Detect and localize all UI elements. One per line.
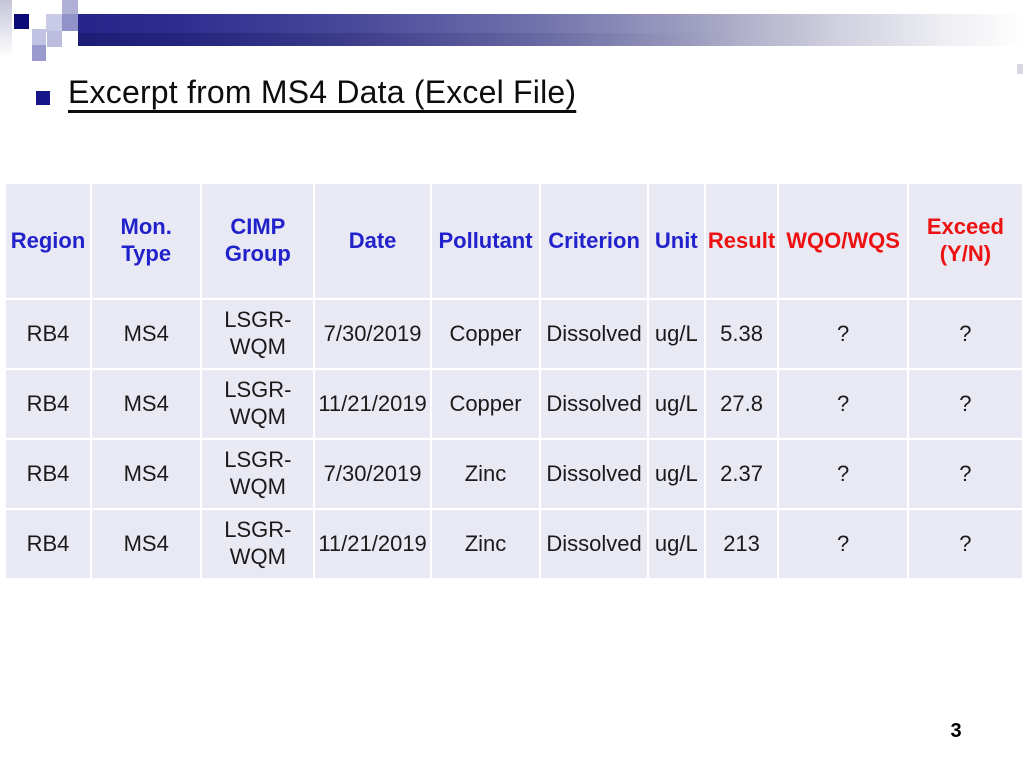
table-cell: ? — [908, 300, 1022, 368]
banner-pixel-square — [62, 14, 78, 31]
table-cell: RB4 — [6, 370, 90, 438]
table-cell: MS4 — [92, 300, 201, 368]
table-cell: MS4 — [92, 510, 201, 578]
table-container: Region Mon. Type CIMP Group Date Pollutant Cr… — [4, 182, 1024, 580]
table-cell: ? — [779, 300, 907, 368]
bullet-square-icon — [36, 91, 50, 105]
table-cell: 2.37 — [705, 440, 778, 508]
table-row: RB4 MS4 LSGR- WQM 11/21/2019 Zinc Dissolved ug… — [6, 510, 1022, 578]
table-cell: MS4 — [92, 440, 201, 508]
header-cell: Result — [705, 184, 778, 298]
banner-pixel-square — [32, 29, 46, 45]
table-cell: ? — [779, 510, 907, 578]
table-cell: ? — [779, 370, 907, 438]
table-cell: ? — [779, 440, 907, 508]
table-cell: ug/L — [649, 440, 704, 508]
table-cell: RB4 — [6, 510, 90, 578]
table-cell: 5.38 — [705, 300, 778, 368]
table-cell: Copper — [431, 370, 540, 438]
page-number: 3 — [950, 720, 962, 742]
table-cell: ug/L — [649, 300, 704, 368]
banner-left-strip — [0, 0, 12, 58]
table-body: RB4 MS4 LSGR- WQM 7/30/2019 Copper Dissolved u… — [6, 300, 1022, 578]
table-cell: ug/L — [649, 510, 704, 578]
banner-pixel-square — [47, 31, 62, 47]
table-row: RB4 MS4 LSGR- WQM 11/21/2019 Copper Dissolved… — [6, 370, 1022, 438]
header-cell: Criterion — [541, 184, 648, 298]
table-cell: 11/21/2019 — [315, 370, 430, 438]
banner-pixel-square — [32, 45, 46, 61]
table-cell: LSGR- WQM — [202, 300, 314, 368]
table-cell: ug/L — [649, 370, 704, 438]
table-cell: Dissolved — [541, 300, 648, 368]
banner-pixel-square — [1017, 64, 1023, 74]
table-cell: ? — [908, 440, 1022, 508]
table-cell: 7/30/2019 — [315, 300, 430, 368]
table-cell: LSGR- WQM — [202, 510, 314, 578]
table-row: RB4 MS4 LSGR- WQM 7/30/2019 Copper Dissolved u… — [6, 300, 1022, 368]
banner-gradient-bar — [78, 14, 1024, 46]
table-cell: RB4 — [6, 300, 90, 368]
header-cell: CIMP Group — [202, 184, 314, 298]
header-cell: WQO/WQS — [779, 184, 907, 298]
table-cell: Zinc — [431, 440, 540, 508]
header-cell: Region — [6, 184, 90, 298]
table-cell: Dissolved — [541, 440, 648, 508]
table-cell: ? — [908, 370, 1022, 438]
banner-pixel-square — [14, 14, 29, 29]
table-cell: 7/30/2019 — [315, 440, 430, 508]
header-cell: Date — [315, 184, 430, 298]
title-row: Excerpt from MS4 Data (Excel File) — [36, 74, 576, 111]
table-cell: LSGR- WQM — [202, 440, 314, 508]
ms4-data-table: Region Mon. Type CIMP Group Date Pollutant Cr… — [4, 182, 1024, 580]
table-cell: ? — [908, 510, 1022, 578]
table-cell: Dissolved — [541, 370, 648, 438]
header-row: Region Mon. Type CIMP Group Date Pollutant Cr… — [6, 184, 1022, 298]
table-header: Region Mon. Type CIMP Group Date Pollutant Cr… — [6, 184, 1022, 298]
header-cell: Unit — [649, 184, 704, 298]
table-cell: LSGR- WQM — [202, 370, 314, 438]
header-cell: Mon. Type — [92, 184, 201, 298]
banner-pixel-square — [62, 0, 78, 14]
table-cell: 213 — [705, 510, 778, 578]
table-cell: Zinc — [431, 510, 540, 578]
header-cell: Pollutant — [431, 184, 540, 298]
table-cell: 11/21/2019 — [315, 510, 430, 578]
header-cell: Exceed (Y/N) — [908, 184, 1022, 298]
table-cell: Dissolved — [541, 510, 648, 578]
table-cell: Copper — [431, 300, 540, 368]
table-cell: MS4 — [92, 370, 201, 438]
table-row: RB4 MS4 LSGR- WQM 7/30/2019 Zinc Dissolved ug/… — [6, 440, 1022, 508]
table-cell: RB4 — [6, 440, 90, 508]
table-cell: 27.8 — [705, 370, 778, 438]
page-title: Excerpt from MS4 Data (Excel File) — [68, 74, 577, 110]
banner-pixel-square — [46, 14, 62, 32]
